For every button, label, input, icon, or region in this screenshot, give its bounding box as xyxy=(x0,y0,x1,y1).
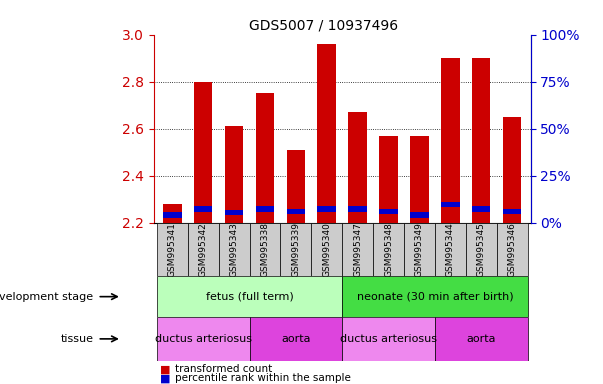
Bar xyxy=(157,317,250,361)
Bar xyxy=(250,223,280,276)
Text: ■: ■ xyxy=(160,373,170,383)
Text: GSM995340: GSM995340 xyxy=(322,222,331,277)
Bar xyxy=(286,150,305,223)
Bar xyxy=(349,207,367,212)
Bar xyxy=(256,93,274,223)
Text: neonate (30 min after birth): neonate (30 min after birth) xyxy=(356,291,513,302)
Bar xyxy=(188,223,219,276)
Text: GSM995339: GSM995339 xyxy=(291,222,300,277)
Bar xyxy=(163,212,182,218)
Text: aorta: aorta xyxy=(281,334,311,344)
Bar xyxy=(311,223,343,276)
Text: GSM995345: GSM995345 xyxy=(477,222,485,277)
Text: ■: ■ xyxy=(160,364,170,374)
Bar xyxy=(410,212,429,218)
Bar xyxy=(318,207,336,212)
Bar xyxy=(343,317,435,361)
Text: development stage: development stage xyxy=(0,291,93,302)
Bar xyxy=(286,209,305,214)
Bar xyxy=(225,126,244,223)
Bar xyxy=(441,202,459,207)
Text: fetus (full term): fetus (full term) xyxy=(206,291,294,302)
Bar xyxy=(379,136,398,223)
Text: GSM995338: GSM995338 xyxy=(260,222,270,277)
Text: GSM995346: GSM995346 xyxy=(508,222,517,277)
Text: GSM995341: GSM995341 xyxy=(168,222,177,277)
Bar xyxy=(503,117,522,223)
Bar xyxy=(157,276,343,317)
Bar xyxy=(343,223,373,276)
Bar xyxy=(497,223,528,276)
Bar xyxy=(194,207,212,212)
Bar xyxy=(404,223,435,276)
Text: tissue: tissue xyxy=(60,334,93,344)
Text: transformed count: transformed count xyxy=(175,364,272,374)
Text: GSM995342: GSM995342 xyxy=(199,222,207,277)
Bar xyxy=(466,223,497,276)
Bar xyxy=(318,44,336,223)
Bar xyxy=(503,209,522,214)
Bar xyxy=(225,210,244,215)
Bar xyxy=(250,317,343,361)
Bar xyxy=(441,58,459,223)
Text: ductus arteriosus: ductus arteriosus xyxy=(155,334,251,344)
Bar xyxy=(435,223,466,276)
Bar xyxy=(472,58,490,223)
Bar xyxy=(373,223,404,276)
Bar xyxy=(163,204,182,223)
Bar xyxy=(219,223,250,276)
Text: GSM995343: GSM995343 xyxy=(230,222,239,277)
Bar xyxy=(379,209,398,214)
Text: percentile rank within the sample: percentile rank within the sample xyxy=(175,373,351,383)
Text: ductus arteriosus: ductus arteriosus xyxy=(340,334,437,344)
Bar xyxy=(157,223,188,276)
Bar xyxy=(410,136,429,223)
Text: GSM995349: GSM995349 xyxy=(415,222,424,277)
Title: GDS5007 / 10937496: GDS5007 / 10937496 xyxy=(249,18,398,32)
Text: GSM995344: GSM995344 xyxy=(446,222,455,277)
Bar xyxy=(280,223,311,276)
Bar xyxy=(472,207,490,212)
Bar xyxy=(256,207,274,212)
Text: GSM995347: GSM995347 xyxy=(353,222,362,277)
Bar xyxy=(194,82,212,223)
Bar xyxy=(343,276,528,317)
Bar xyxy=(435,317,528,361)
Bar xyxy=(349,112,367,223)
Text: GSM995348: GSM995348 xyxy=(384,222,393,277)
Text: aorta: aorta xyxy=(467,334,496,344)
